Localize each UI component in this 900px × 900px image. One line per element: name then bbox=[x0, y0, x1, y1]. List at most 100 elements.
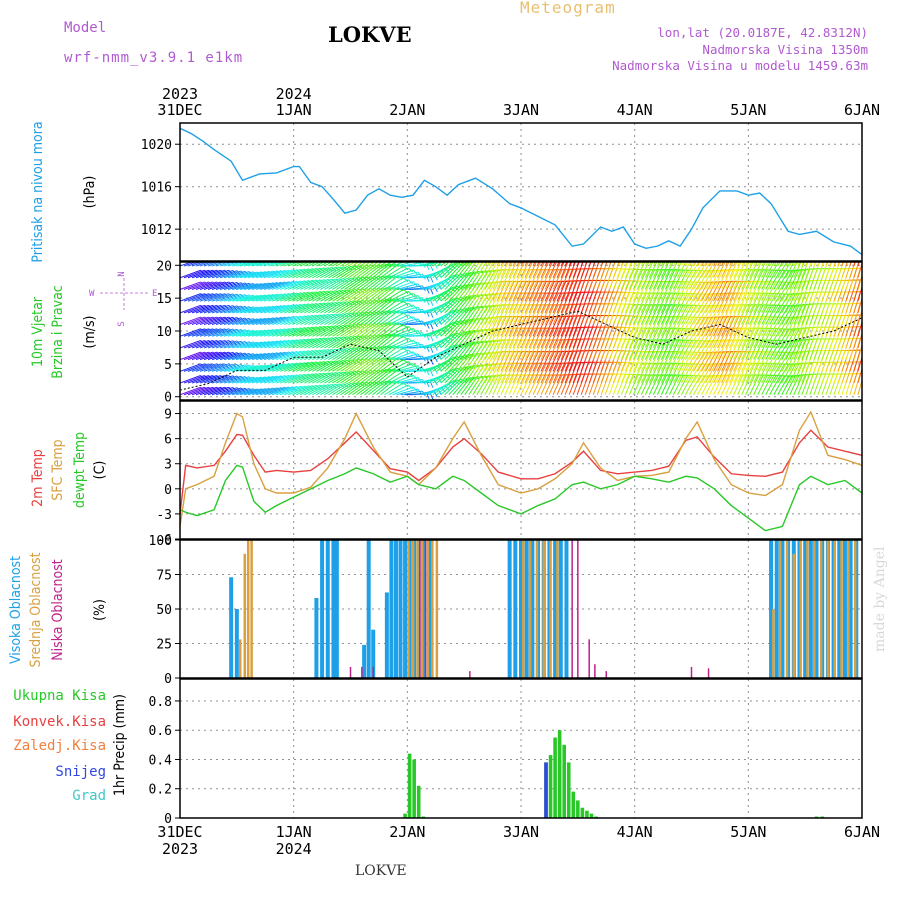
wind-barb-feather bbox=[492, 259, 498, 260]
wind-barb bbox=[348, 335, 367, 349]
wind-barb bbox=[199, 351, 221, 361]
wind-barb bbox=[272, 327, 293, 337]
wind-barb bbox=[552, 362, 563, 384]
wind-barb bbox=[428, 348, 449, 361]
wind-barb bbox=[801, 350, 811, 372]
wind-barb bbox=[741, 316, 752, 337]
wind-barb-feather bbox=[398, 253, 403, 256]
wind-barb bbox=[556, 327, 567, 349]
wind-barb bbox=[332, 359, 352, 372]
wind-barb bbox=[721, 262, 725, 267]
wind-barb-feather bbox=[700, 247, 706, 248]
wind-barb-feather bbox=[868, 291, 874, 292]
wind-barb bbox=[773, 328, 785, 349]
wind-barb bbox=[749, 304, 760, 325]
wind-barb bbox=[248, 364, 270, 372]
wind-barb bbox=[223, 294, 246, 302]
wind-barb-feather bbox=[780, 247, 786, 248]
wind-barb-feather bbox=[683, 246, 689, 247]
wind-barb-feather bbox=[362, 323, 368, 328]
wind-barb bbox=[368, 369, 387, 384]
wind-barb bbox=[777, 363, 790, 384]
wind-barb bbox=[460, 306, 475, 325]
wind-barb-feather bbox=[723, 258, 729, 259]
wind-barb bbox=[596, 262, 604, 278]
wind-barb bbox=[400, 332, 423, 337]
wind-barb bbox=[568, 362, 578, 384]
wind-barb bbox=[428, 266, 449, 279]
wind-barb-feather bbox=[328, 256, 333, 260]
wind-barb bbox=[316, 325, 336, 337]
wind-barb-feather bbox=[343, 266, 349, 271]
wind-barb bbox=[745, 362, 756, 384]
wind-barb bbox=[729, 374, 740, 395]
wind-barb-feather bbox=[358, 358, 365, 364]
wind-barb bbox=[520, 292, 531, 314]
wind-barb bbox=[436, 298, 454, 314]
wind-barb bbox=[628, 339, 639, 360]
wind-barb bbox=[620, 362, 631, 384]
wind-barb-feather bbox=[331, 337, 337, 342]
wind-barb bbox=[191, 281, 213, 290]
wind-barb bbox=[292, 385, 313, 396]
wind-barb bbox=[536, 362, 547, 384]
wind-barb bbox=[749, 374, 760, 395]
wind-barb bbox=[316, 266, 336, 279]
wind-barb-feather bbox=[336, 255, 341, 259]
wind-barb bbox=[260, 375, 282, 384]
wind-barb bbox=[789, 292, 800, 314]
wind-barb bbox=[677, 281, 689, 302]
wind-barb-feather bbox=[407, 291, 414, 296]
wind-barb bbox=[191, 269, 213, 279]
wind-barb bbox=[753, 262, 757, 267]
compass-east: E bbox=[152, 289, 157, 299]
wind-barb-feather bbox=[354, 335, 361, 341]
wind-barb bbox=[624, 327, 635, 349]
wind-barb bbox=[560, 262, 569, 278]
wind-barb bbox=[276, 374, 297, 384]
wind-barb bbox=[244, 306, 266, 314]
wind-barb bbox=[280, 374, 301, 384]
wind-barb bbox=[528, 292, 539, 314]
wind-barb bbox=[252, 282, 274, 290]
wind-barb bbox=[248, 376, 270, 384]
wind-barb bbox=[765, 262, 769, 267]
wind-barb bbox=[584, 262, 592, 278]
wind-barb bbox=[765, 375, 777, 395]
wind-barb bbox=[620, 327, 631, 349]
wind-barb-feather bbox=[430, 382, 434, 389]
wind-barb bbox=[388, 361, 409, 372]
wind-barb bbox=[500, 292, 511, 314]
wind-barb bbox=[512, 262, 516, 267]
wind-barb bbox=[256, 363, 278, 372]
wind-barb bbox=[540, 316, 551, 337]
wind-barb bbox=[833, 262, 841, 278]
wind-barb bbox=[356, 264, 375, 279]
wind-barb bbox=[187, 304, 209, 314]
wind-barb bbox=[227, 262, 244, 267]
wind-barb bbox=[344, 370, 364, 384]
precip-bar bbox=[548, 755, 553, 818]
wind-barb bbox=[308, 267, 329, 279]
wind-barb bbox=[456, 342, 472, 360]
wind-barb bbox=[713, 292, 724, 314]
wind-barb bbox=[308, 313, 329, 326]
wind-barb bbox=[660, 292, 672, 314]
wind-barb bbox=[496, 304, 507, 325]
wind-barb bbox=[841, 262, 848, 278]
wind-barb bbox=[512, 304, 523, 325]
wind-barb-feather bbox=[366, 370, 372, 375]
wind-barb bbox=[532, 339, 543, 360]
wind-barb bbox=[476, 270, 489, 290]
precip-legend-item: Konvek.Kisa bbox=[13, 714, 106, 730]
wind-barb bbox=[227, 306, 250, 314]
wind-barb bbox=[709, 304, 720, 325]
precip-bar bbox=[562, 744, 566, 818]
wind-barb bbox=[183, 304, 205, 314]
wind-barb bbox=[356, 311, 375, 325]
wind-barb bbox=[717, 262, 721, 267]
wind-barb bbox=[668, 292, 680, 314]
wind-barb bbox=[769, 269, 781, 290]
wind-barb bbox=[500, 374, 511, 395]
wind-barb bbox=[340, 262, 348, 267]
